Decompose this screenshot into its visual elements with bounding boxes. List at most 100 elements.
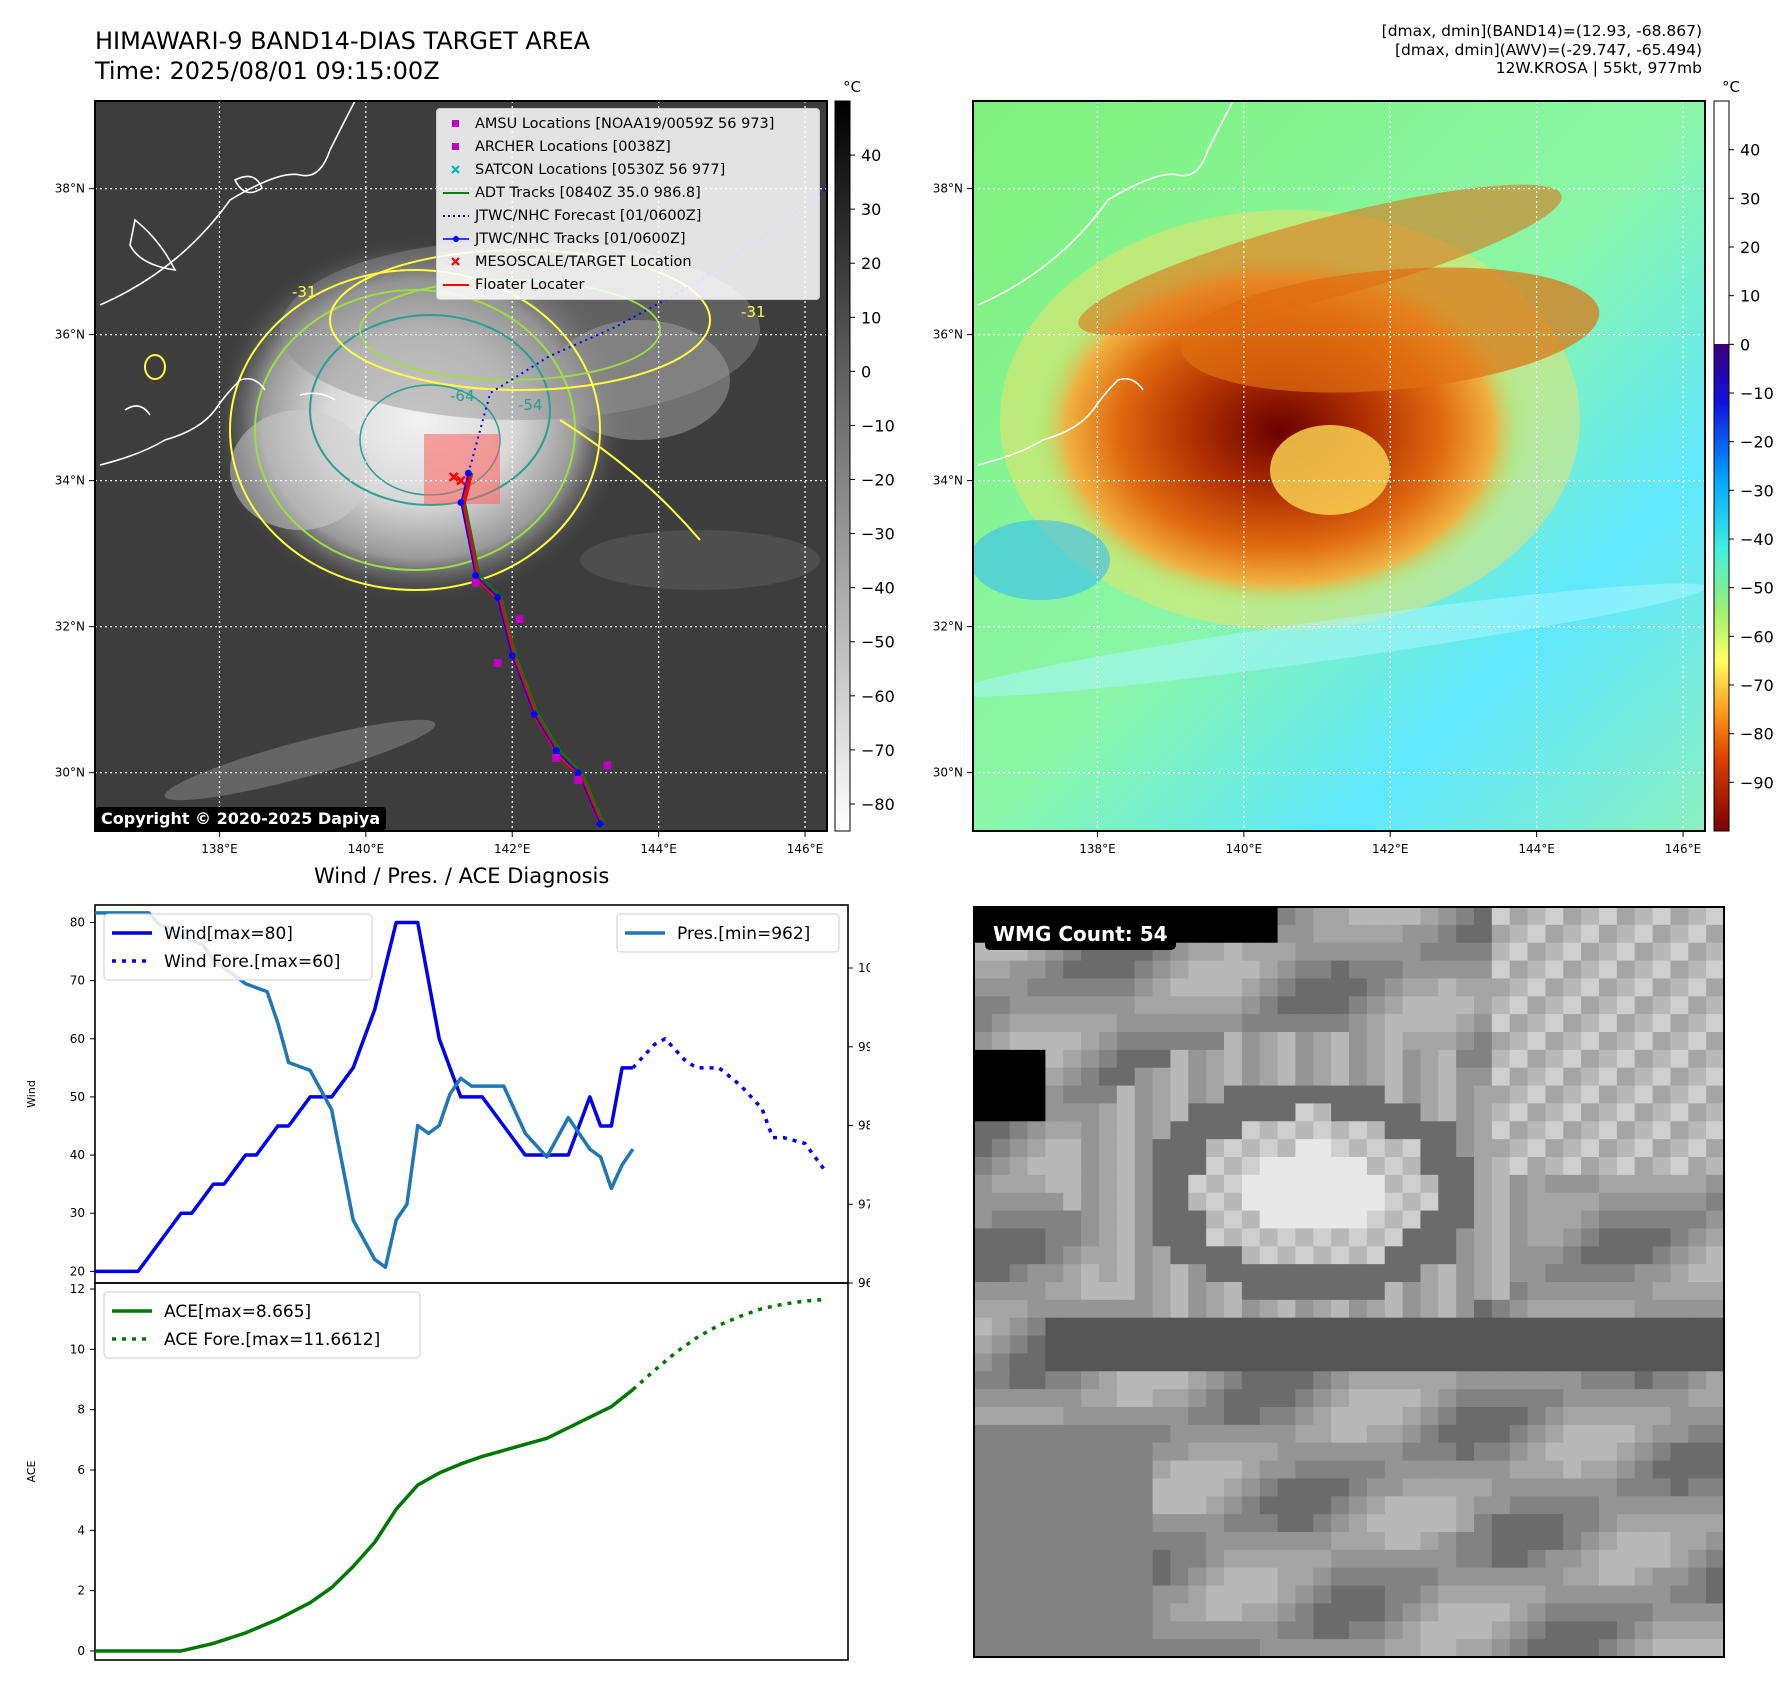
wmg-cell (1563, 1621, 1582, 1640)
diagnosis-plot: 203040506070809609709809901000024681012W… (25, 904, 870, 1661)
wmg-cell (1420, 960, 1439, 980)
wmg-cell (1706, 1442, 1725, 1462)
wv-colorbar-warm (1714, 101, 1729, 344)
wmg-cell (1295, 1496, 1314, 1515)
wmg-cell (1545, 1157, 1564, 1176)
wmg-cell (1545, 1282, 1564, 1301)
wmg-cell (1188, 1639, 1207, 1658)
wmg-cell (1009, 996, 1029, 1015)
wmg-cell (991, 1049, 1011, 1069)
wmg-cell (1545, 907, 1564, 926)
wmg-cell (1545, 1032, 1564, 1051)
wmg-cell (1420, 1478, 1439, 1497)
wmg-cell (1688, 1299, 1707, 1319)
wmg-cell (1277, 1532, 1297, 1551)
wmg-cell (1081, 1014, 1100, 1033)
wmg-cell (1527, 1192, 1547, 1212)
wmg-cell (1331, 1103, 1350, 1122)
wmg-cell (1616, 1389, 1636, 1408)
wmg-cell (1706, 1157, 1725, 1176)
wmg-cell (1224, 1514, 1243, 1533)
wmg-cell (1152, 1496, 1172, 1515)
wmg-cell (1027, 1317, 1047, 1337)
wmg-cell (1366, 1621, 1386, 1640)
wmg-cell (974, 1514, 993, 1533)
wmg-cell (1188, 1192, 1207, 1212)
wmg-cell (1045, 1460, 1064, 1480)
wmg-cell (1670, 1621, 1689, 1640)
wmg-cell (1527, 996, 1547, 1015)
wmg-cell (1402, 1478, 1422, 1497)
wmg-cell (1509, 1424, 1529, 1444)
wmg-cell (1116, 1067, 1136, 1087)
wmg-cell (1349, 1032, 1368, 1051)
wmg-cell (1241, 1032, 1261, 1051)
wmg-cell (1688, 1585, 1707, 1605)
wmg-cell (974, 1192, 993, 1212)
wmg-cell (1063, 1246, 1082, 1265)
wmg-cell (1688, 1192, 1707, 1212)
wmg-cell (1241, 1264, 1261, 1283)
wmg-cell (1259, 1621, 1279, 1640)
wmg-cell (1099, 1210, 1118, 1230)
wmg-cell (1599, 1585, 1618, 1605)
wmg-cell (1634, 1353, 1654, 1372)
wmg-cell (1670, 924, 1689, 944)
wmg-cell (1045, 1514, 1064, 1533)
wmg-cell (1277, 907, 1297, 926)
wmg-cell (1706, 1639, 1725, 1658)
wmg-cell (1491, 1639, 1511, 1658)
wmg-cell (1027, 996, 1047, 1015)
wmg-cell (1349, 1442, 1368, 1462)
wmg-cell (1188, 1210, 1207, 1230)
wmg-cell (1331, 1246, 1350, 1265)
jtwc-track-point (574, 769, 582, 777)
wmg-cell (1474, 1032, 1493, 1051)
wmg-cell (1027, 1049, 1047, 1069)
wmg-cell (1045, 978, 1064, 997)
wmg-cell (1331, 1282, 1350, 1301)
wmg-cell (1634, 1228, 1654, 1247)
wmg-cell (1384, 1639, 1404, 1658)
wmg-cell (1509, 1335, 1529, 1355)
wmg-cell (1634, 1478, 1654, 1497)
wmg-cell (1241, 1335, 1261, 1355)
wmg-cell (1313, 1139, 1332, 1158)
wmg-cell (1474, 960, 1493, 980)
wmg-cell (1438, 1210, 1457, 1230)
wmg-cell (1045, 1282, 1064, 1301)
wmg-cell (1313, 942, 1332, 962)
lat-tick-label: 32°N (55, 620, 85, 634)
wmg-cell (1152, 1049, 1172, 1069)
wmg-cell (1474, 996, 1493, 1015)
wmg-cell (1634, 1496, 1654, 1515)
wmg-cell (1474, 1442, 1493, 1462)
wmg-cell (1599, 1014, 1618, 1033)
wmg-cell (1652, 1246, 1672, 1265)
wmg-cell (1438, 996, 1457, 1015)
wmg-cell (1063, 1282, 1082, 1301)
wmg-cell (1670, 1067, 1689, 1087)
wmg-cell (1081, 1299, 1100, 1319)
wmg-cell (1277, 1210, 1297, 1230)
wmg-cell (1509, 1532, 1529, 1551)
wmg-cell (1688, 1424, 1707, 1444)
info-block: [dmax, dmin](BAND14)=(12.93, -68.867) [d… (1382, 22, 1702, 78)
contour-label: -31 (741, 303, 766, 321)
wmg-cell (1170, 1067, 1189, 1087)
wmg-cell (1402, 1121, 1422, 1140)
wmg-cell (1224, 1478, 1243, 1497)
wmg-cell (1527, 1514, 1547, 1533)
wmg-cell (1670, 1032, 1689, 1051)
legend-swatch (443, 215, 469, 217)
wmg-cell (1581, 1264, 1600, 1283)
wmg-cell (1099, 1424, 1118, 1444)
wmg-cell (1706, 960, 1725, 980)
wmg-cell (1616, 996, 1636, 1015)
legend-entry: ADT Tracks [0840Z 35.0 986.8] (437, 181, 819, 204)
wmg-cell (1652, 1639, 1672, 1658)
wmg-cell (1384, 1424, 1404, 1444)
wmg-cell (1259, 1103, 1279, 1122)
wmg-cell (1420, 1157, 1439, 1176)
wmg-cell (1331, 1335, 1350, 1355)
